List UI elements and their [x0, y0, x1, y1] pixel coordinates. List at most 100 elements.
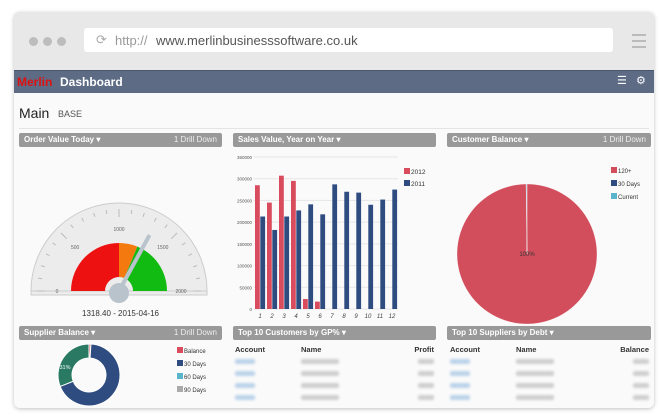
gauge-tick [195, 277, 201, 280]
window-controls[interactable] [29, 37, 66, 46]
panel-title-sales[interactable]: Sales Value, Year on Year ▾ [238, 135, 341, 144]
bar-2011 [332, 184, 338, 309]
panel-header-top-customers[interactable] [233, 326, 436, 340]
table-cell[interactable] [450, 371, 470, 376]
gauge-tick [60, 232, 68, 240]
table-cell[interactable] [516, 383, 554, 388]
address-bar[interactable] [84, 28, 613, 52]
bar-2012 [255, 185, 260, 309]
table-cell[interactable] [450, 359, 470, 364]
table-cell[interactable] [450, 395, 470, 400]
panel-header-order-value[interactable] [19, 133, 222, 147]
gauge-tick [142, 212, 145, 217]
reload-icon[interactable]: ⟳ [96, 32, 107, 47]
gear-icon[interactable]: ⚙ [636, 75, 646, 87]
column-header: Name [516, 345, 537, 354]
drill-down-link[interactable]: 1 Drill Down [173, 328, 217, 337]
table-cell[interactable] [516, 359, 554, 364]
x-tick-label: 8 [342, 314, 346, 320]
table-cell[interactable] [301, 359, 339, 364]
gauge-tick [130, 209, 133, 215]
order-value-gauge: 0 500 1000 1500 2000 [30, 202, 208, 303]
table-cell[interactable] [633, 383, 649, 388]
donut-slice [57, 343, 90, 388]
table-cell[interactable] [516, 395, 554, 400]
page-title: Main [19, 105, 50, 121]
table-cell[interactable] [235, 395, 255, 400]
gauge-tick [193, 265, 198, 268]
legend-label: 90 Days [184, 388, 206, 394]
bar-2011 [368, 204, 374, 309]
x-tick-label: 11 [377, 314, 383, 320]
bar-2011 [260, 216, 266, 309]
panel-title-supplier-balance[interactable]: Supplier Balance ▾ [24, 328, 96, 337]
gauge-needle [117, 234, 151, 293]
donut-label: 31% [59, 365, 70, 371]
gauge-tick-label: 1000 [113, 227, 124, 233]
drill-down-link[interactable]: 1 Drill Down [173, 135, 217, 144]
gauge-tick-label: 2000 [175, 289, 186, 295]
gauge-band [119, 243, 138, 279]
y-tick-label: 250000 [237, 198, 253, 203]
bar-2012 [279, 175, 284, 309]
table-cell[interactable] [516, 371, 554, 376]
gauge-tick [164, 224, 168, 229]
table-cell[interactable] [633, 395, 649, 400]
panel-header-top-suppliers[interactable] [447, 326, 651, 340]
gauge-tick [81, 217, 85, 222]
panel-header-sales[interactable] [233, 133, 436, 147]
table-cell[interactable] [418, 359, 434, 364]
table-cell[interactable] [418, 395, 434, 400]
column-header: Account [235, 345, 265, 354]
panel-title-top-suppliers[interactable]: Top 10 Suppliers by Debt ▾ [452, 328, 554, 337]
list-icon[interactable]: ☰ [617, 75, 627, 87]
panel-title-order-value[interactable]: Order Value Today ▾ [24, 135, 101, 144]
bar-2011 [380, 199, 386, 309]
gauge-tick-label: 500 [71, 245, 80, 251]
gauge-tick [45, 253, 50, 257]
table-cell[interactable] [418, 383, 434, 388]
table-cell[interactable] [633, 371, 649, 376]
legend-label: Current [618, 195, 638, 201]
gauge-caption: 1318.40 - 2015-04-16 [82, 309, 159, 318]
gauge-tick [70, 224, 74, 229]
app-navbar [14, 70, 654, 93]
donut-slice [59, 343, 121, 407]
bar-2011 [320, 214, 326, 309]
bar-2012 [291, 180, 296, 309]
legend-swatch [611, 193, 617, 199]
table-cell[interactable] [235, 383, 255, 388]
bar-2012 [303, 299, 308, 309]
table-cell[interactable] [301, 383, 339, 388]
panel-header-customer-balance[interactable] [447, 133, 651, 147]
legend-label: 2011 [411, 181, 425, 188]
x-tick-label: 3 [282, 314, 286, 320]
panel-title-top-customers[interactable]: Top 10 Customers by GP% ▾ [238, 328, 346, 337]
legend-label: 30 Days [618, 182, 640, 188]
table-cell[interactable] [633, 359, 649, 364]
supplier-balance-donut: 31% Balance 30 Days 60 Days 90 Days [57, 343, 206, 407]
url-domain: www.merlinbusinesssoftware.co.uk [156, 33, 358, 48]
bar-2011 [356, 192, 362, 309]
legend-label: 120+ [618, 169, 632, 175]
table-cell[interactable] [235, 371, 255, 376]
drill-down-link[interactable]: 1 Drill Down [602, 135, 646, 144]
legend-label: 30 Days [184, 362, 206, 368]
table-cell[interactable] [450, 383, 470, 388]
gauge-tick [181, 242, 186, 246]
gauge-hub [109, 283, 129, 303]
x-tick-label: 12 [389, 314, 396, 320]
panel-title-customer-balance[interactable]: Customer Balance ▾ [452, 135, 529, 144]
x-tick-label: 10 [365, 314, 372, 320]
legend-label: 60 Days [184, 375, 206, 381]
menu-icon[interactable] [632, 34, 646, 52]
gauge-tick-label: 0 [56, 289, 59, 295]
gauge-tick [105, 209, 108, 215]
panel-header-supplier-balance[interactable] [19, 326, 222, 340]
column-header: Balance [620, 345, 649, 354]
table-cell[interactable] [235, 359, 255, 364]
gauge-tick [170, 232, 178, 240]
table-cell[interactable] [301, 395, 339, 400]
table-cell[interactable] [418, 371, 434, 376]
table-cell[interactable] [301, 371, 339, 376]
